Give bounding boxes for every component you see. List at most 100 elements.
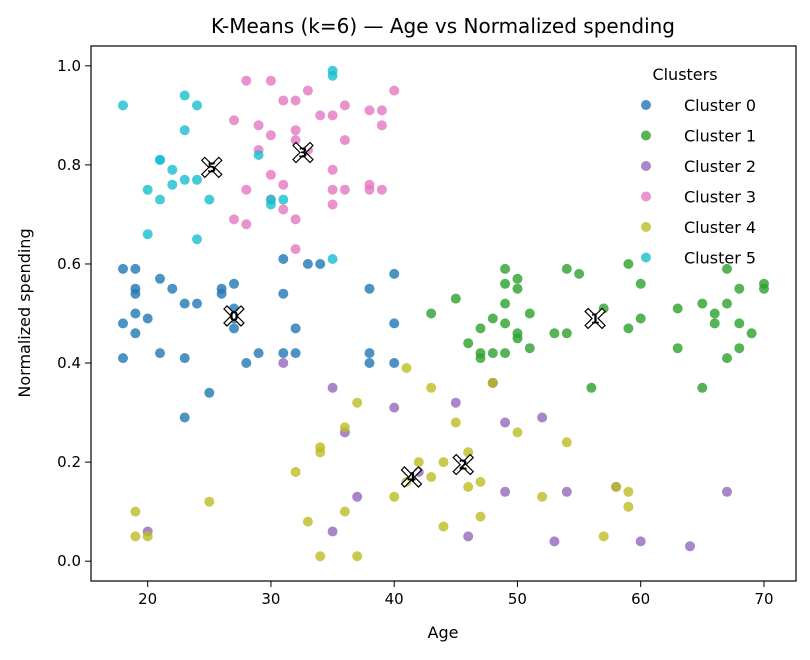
point-cluster-0-10 [167, 283, 178, 294]
y-tick-label-0: 0.0 [57, 552, 81, 570]
point-cluster-1-18 [524, 308, 535, 319]
x-tick-label-30: 30 [261, 590, 280, 608]
point-cluster-4-26 [487, 377, 498, 388]
point-cluster-0-14 [179, 353, 190, 364]
centroid-marker-4 [400, 466, 423, 488]
point-cluster-0-37 [389, 358, 400, 368]
point-cluster-3-3 [241, 184, 252, 195]
point-cluster-0-30 [302, 259, 313, 269]
point-cluster-4-5 [302, 516, 313, 527]
point-cluster-4-7 [315, 447, 326, 458]
point-cluster-1-32 [697, 298, 708, 309]
point-cluster-4-4 [290, 467, 301, 477]
point-cluster-5-11 [192, 100, 202, 111]
y-tick-label-4: 0.8 [57, 156, 81, 174]
point-cluster-4-32 [623, 486, 634, 497]
point-cluster-1-38 [722, 353, 732, 364]
point-cluster-2-2 [327, 382, 338, 393]
point-cluster-0-12 [179, 298, 190, 309]
point-cluster-4-25 [475, 511, 486, 522]
point-cluster-1-19 [524, 343, 535, 354]
point-cluster-0-1 [130, 263, 141, 274]
point-cluster-0-29 [290, 348, 301, 359]
point-cluster-5-13 [192, 234, 202, 245]
point-cluster-3-5 [253, 120, 264, 131]
point-cluster-3-23 [327, 164, 338, 175]
centroid-marker-2 [452, 453, 475, 476]
point-cluster-2-3 [327, 526, 338, 537]
x-tick-label-50: 50 [508, 590, 527, 608]
point-cluster-4-11 [352, 397, 363, 408]
point-cluster-0-33 [364, 348, 375, 359]
x-tick-label-60: 60 [631, 590, 650, 608]
point-cluster-1-14 [512, 273, 523, 284]
point-cluster-3-17 [290, 214, 301, 225]
point-cluster-5-12 [192, 174, 202, 185]
legend-marker-1 [641, 130, 651, 141]
point-cluster-4-27 [512, 427, 523, 438]
point-cluster-2-9 [463, 531, 474, 542]
x-tick-label-70: 70 [754, 590, 773, 608]
centroid-marker-1 [584, 307, 606, 330]
point-cluster-3-31 [364, 184, 375, 195]
point-cluster-3-1 [229, 214, 239, 225]
point-cluster-1-12 [500, 318, 511, 329]
point-cluster-5-17 [265, 199, 276, 210]
point-cluster-1-15 [512, 283, 523, 294]
point-cluster-1-26 [623, 259, 634, 269]
point-cluster-4-14 [401, 363, 412, 373]
point-cluster-3-11 [278, 95, 289, 106]
point-cluster-3-18 [290, 244, 301, 255]
point-cluster-3-7 [265, 75, 276, 86]
centroids-layer: 0 1 2 3 4 5 [200, 141, 606, 488]
point-cluster-1-41 [734, 343, 745, 354]
point-cluster-1-17 [512, 333, 523, 344]
point-cluster-0-4 [118, 318, 128, 329]
point-cluster-3-28 [339, 184, 350, 195]
point-cluster-4-0 [130, 506, 141, 517]
point-cluster-5-6 [167, 164, 178, 175]
point-cluster-3-22 [327, 110, 338, 121]
point-cluster-3-34 [376, 184, 387, 195]
point-cluster-3-21 [315, 110, 326, 121]
point-cluster-1-31 [672, 343, 683, 354]
point-cluster-0-32 [364, 283, 375, 294]
point-cluster-5-15 [253, 150, 264, 160]
point-cluster-0-13 [192, 298, 202, 309]
legend-marker-4 [641, 222, 651, 232]
point-cluster-4-18 [426, 472, 437, 482]
point-cluster-4-24 [475, 476, 486, 487]
point-cluster-5-14 [204, 194, 215, 205]
point-cluster-4-3 [204, 496, 215, 507]
point-cluster-4-28 [537, 491, 548, 502]
point-cluster-3-13 [278, 204, 289, 215]
point-cluster-0-7 [130, 328, 141, 339]
point-cluster-4-29 [561, 437, 572, 448]
point-cluster-5-20 [327, 70, 338, 81]
legend-label-2: Cluster 2 [684, 157, 756, 176]
point-cluster-0-26 [278, 288, 289, 299]
point-cluster-0-28 [290, 323, 301, 334]
point-cluster-0-8 [118, 353, 128, 364]
point-cluster-4-20 [438, 521, 449, 532]
point-cluster-1-6 [487, 313, 498, 324]
point-cluster-1-30 [672, 303, 683, 314]
point-cluster-1-24 [586, 382, 597, 393]
point-cluster-4-33 [623, 501, 634, 512]
point-cluster-2-13 [537, 412, 548, 423]
point-cluster-5-5 [155, 194, 165, 205]
point-cluster-0-31 [315, 259, 326, 269]
legend-title: Clusters [652, 65, 717, 84]
legend-marker-5 [641, 252, 651, 263]
point-cluster-5-9 [179, 125, 190, 136]
y-tick-label-5: 1.0 [57, 57, 81, 75]
chart-title: K-Means (k=6) — Age vs Normalized spendi… [211, 14, 675, 38]
plot-frame [90, 45, 797, 582]
point-cluster-3-33 [376, 120, 387, 131]
y-axis: 0.0 0.2 0.4 0.6 0.8 1.0 [57, 57, 91, 570]
point-cluster-3-4 [241, 219, 252, 230]
point-cluster-4-21 [450, 417, 461, 428]
point-cluster-1-0 [426, 308, 437, 319]
points-layer [118, 65, 769, 562]
